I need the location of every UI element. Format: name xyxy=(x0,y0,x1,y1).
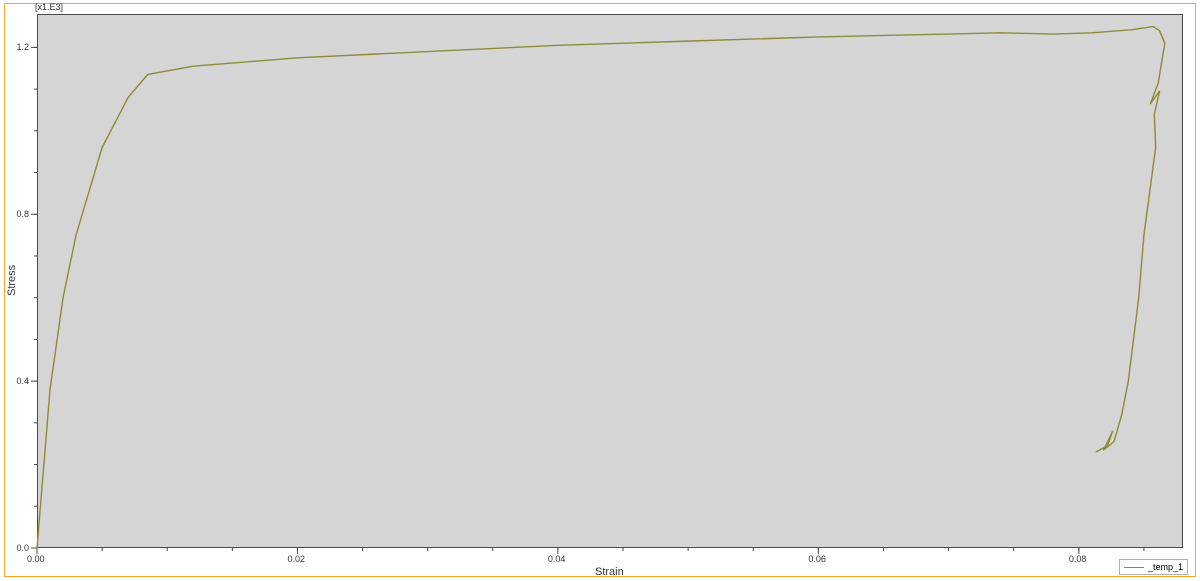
chart-svg xyxy=(0,0,1200,581)
legend-series-label: _temp_1 xyxy=(1148,562,1183,572)
y-tick-label: 1.2 xyxy=(16,42,29,52)
x-tick-label: 0.02 xyxy=(287,554,305,564)
y-axis-label: Stress xyxy=(6,265,18,296)
x-axis-label: Strain xyxy=(595,566,624,578)
legend-line-swatch xyxy=(1124,567,1144,568)
x-tick-label: 0.00 xyxy=(27,554,45,564)
legend: _temp_1 xyxy=(1119,559,1188,575)
y-tick-label: 0.0 xyxy=(16,543,29,553)
x-tick-label: 0.06 xyxy=(808,554,826,564)
x-tick-label: 0.08 xyxy=(1069,554,1087,564)
y-tick-label: 0.8 xyxy=(16,209,29,219)
y-tick-label: 0.4 xyxy=(16,376,29,386)
series-line xyxy=(37,27,1165,548)
x-tick-label: 0.04 xyxy=(548,554,566,564)
y-axis-multiplier: [x1.E3] xyxy=(35,2,63,12)
